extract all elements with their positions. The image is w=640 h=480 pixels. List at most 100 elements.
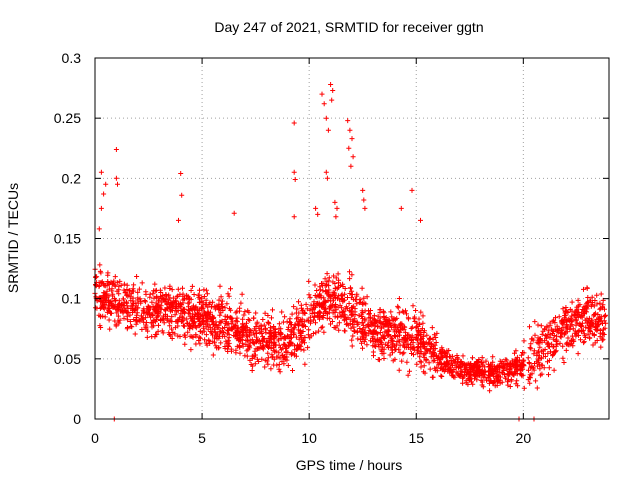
- data-point: [135, 289, 141, 295]
- data-point: [564, 322, 570, 328]
- data-point: [477, 369, 483, 375]
- data-point: [245, 337, 250, 343]
- data-point: [551, 367, 557, 373]
- data-point: [420, 313, 426, 319]
- data-point: [210, 299, 216, 305]
- data-point: [314, 302, 320, 308]
- data-point: [527, 345, 533, 351]
- data-point: [432, 351, 438, 357]
- data-point: [526, 367, 531, 373]
- data-point: [237, 350, 243, 356]
- data-point: [286, 340, 292, 346]
- data-point: [203, 340, 209, 346]
- data-point: [587, 335, 593, 341]
- data-point: [354, 319, 360, 325]
- data-point: [404, 311, 409, 317]
- data-point: [238, 300, 244, 306]
- data-point: [537, 366, 543, 372]
- data-point: [291, 214, 297, 220]
- data-point: [167, 323, 173, 329]
- data-point: [502, 357, 508, 363]
- data-point: [424, 348, 430, 353]
- data-point: [212, 304, 218, 310]
- data-point: [305, 332, 311, 338]
- data-point: [231, 210, 237, 216]
- data-point: [216, 335, 222, 341]
- data-point: [134, 319, 140, 325]
- data-point: [535, 349, 541, 355]
- data-point: [261, 335, 267, 341]
- data-point: [217, 306, 223, 312]
- data-point: [344, 321, 350, 327]
- data-point: [390, 317, 396, 323]
- data-point: [405, 341, 411, 347]
- data-point: [145, 328, 151, 334]
- data-point: [417, 354, 423, 360]
- data-point: [262, 310, 268, 316]
- data-point: [296, 299, 301, 305]
- data-point: [349, 272, 355, 278]
- data-point: [357, 326, 363, 331]
- data-point: [102, 314, 108, 320]
- data-point: [549, 341, 555, 347]
- x-tick-label: 15: [408, 430, 424, 446]
- data-point: [192, 323, 198, 329]
- data-point: [308, 333, 314, 339]
- data-point: [131, 288, 137, 294]
- data-point: [542, 354, 548, 359]
- data-point: [122, 289, 128, 295]
- data-point: [571, 312, 577, 318]
- data-point: [417, 331, 423, 337]
- data-point: [106, 317, 112, 323]
- data-point: [502, 375, 508, 381]
- data-point: [178, 171, 184, 176]
- data-point: [310, 331, 316, 336]
- data-point: [357, 337, 363, 342]
- data-point: [535, 335, 541, 341]
- data-point: [499, 359, 505, 364]
- data-point: [190, 317, 195, 323]
- data-point: [98, 169, 104, 175]
- data-point: [240, 343, 246, 349]
- data-point: [112, 304, 117, 310]
- data-point: [565, 325, 570, 331]
- data-point: [571, 338, 577, 344]
- data-point: [544, 340, 550, 346]
- data-point: [270, 307, 275, 313]
- data-point: [113, 297, 119, 303]
- data-point: [298, 346, 304, 352]
- data-point: [333, 275, 339, 281]
- data-point: [366, 311, 372, 317]
- data-point: [320, 313, 326, 318]
- data-point: [247, 357, 253, 363]
- tick-marks: [94, 57, 609, 420]
- data-point: [392, 317, 398, 323]
- data-point: [336, 320, 342, 326]
- data-point: [476, 373, 482, 379]
- data-point: [190, 334, 196, 340]
- data-point: [145, 303, 151, 309]
- data-point: [588, 303, 594, 309]
- data-point: [251, 326, 257, 332]
- data-point: [512, 369, 518, 375]
- data-point: [532, 319, 538, 325]
- data-point: [582, 308, 588, 314]
- data-point: [460, 353, 466, 359]
- data-point: [311, 305, 317, 311]
- data-point: [294, 316, 299, 322]
- data-point: [135, 300, 141, 306]
- data-point: [532, 361, 537, 366]
- y-tick-label: 0.2: [62, 170, 82, 186]
- data-point: [185, 329, 191, 335]
- data-point: [238, 329, 244, 334]
- data-point: [185, 307, 191, 313]
- data-point: [116, 320, 122, 326]
- data-point: [352, 306, 358, 312]
- data-point: [159, 328, 165, 334]
- data-point: [336, 280, 341, 286]
- data-point: [502, 361, 508, 367]
- data-point: [166, 292, 172, 298]
- data-point: [131, 282, 137, 288]
- data-point: [550, 336, 556, 342]
- data-point: [197, 299, 203, 305]
